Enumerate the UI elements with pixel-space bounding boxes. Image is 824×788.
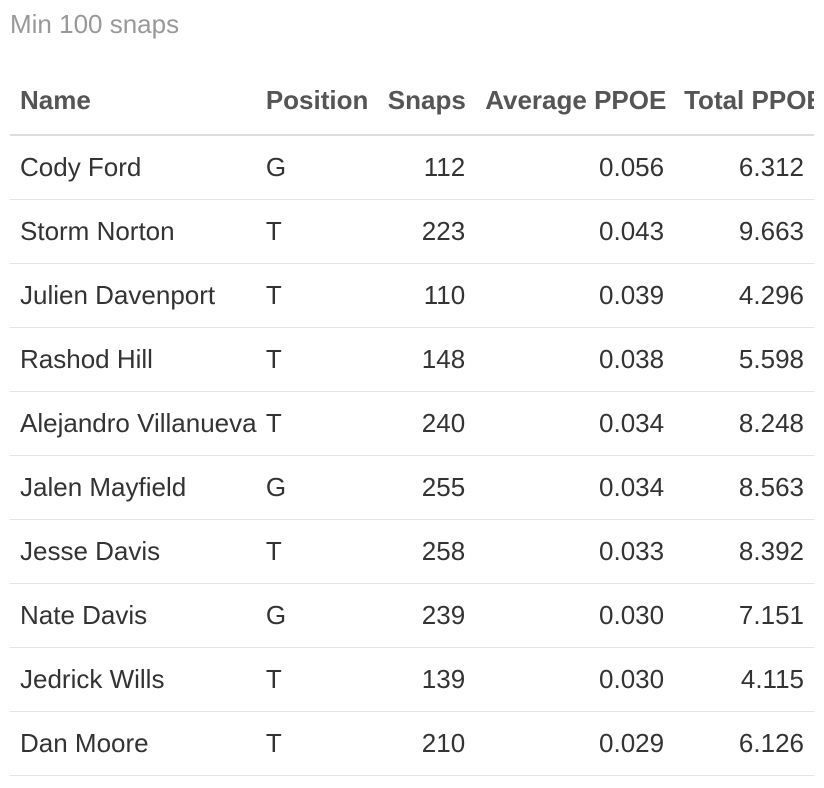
- cell-snaps: 223: [377, 199, 476, 264]
- cell-total-ppoe: 8.248: [674, 391, 814, 456]
- table-row: Jalen Mayfield G 255 0.034 8.563: [10, 455, 814, 520]
- cell-snaps: 210: [377, 711, 476, 776]
- cell-average-ppoe: 0.033: [475, 519, 675, 584]
- cell-position: T: [263, 711, 378, 776]
- cell-average-ppoe: 0.043: [475, 199, 675, 264]
- table-header: Name Position Snaps Average PPOE Total P…: [10, 66, 814, 136]
- cell-average-ppoe: 0.029: [475, 711, 675, 776]
- cell-total-ppoe: 6.126: [674, 711, 814, 776]
- cell-average-ppoe: 0.056: [475, 135, 675, 200]
- table-row: Jedrick Wills T 139 0.030 4.115: [10, 647, 814, 712]
- cell-snaps: 139: [377, 647, 476, 712]
- cell-average-ppoe: 0.039: [475, 263, 675, 328]
- table-row: Cody Ford G 112 0.056 6.312: [10, 135, 814, 200]
- cell-name: Alejandro Villanueva: [10, 391, 264, 456]
- cell-snaps: 255: [377, 455, 476, 520]
- cell-average-ppoe: 0.034: [475, 391, 675, 456]
- cell-snaps: 110: [377, 263, 476, 328]
- cell-name: Cody Ford: [10, 135, 264, 200]
- cell-snaps: 148: [377, 327, 476, 392]
- table-subtitle: Min 100 snaps: [10, 9, 180, 39]
- cell-position: T: [263, 199, 378, 264]
- cell-total-ppoe: 4.115: [674, 647, 814, 712]
- column-header-average-ppoe: Average PPOE: [475, 66, 675, 136]
- cell-position: T: [263, 391, 378, 456]
- table-row: Julien Davenport T 110 0.039 4.296: [10, 263, 814, 328]
- cell-position: T: [263, 327, 378, 392]
- cell-name: Julien Davenport: [10, 263, 264, 328]
- cell-total-ppoe: 5.598: [674, 327, 814, 392]
- cell-snaps: 112: [377, 135, 476, 200]
- column-header-name: Name: [10, 66, 264, 136]
- cell-position: G: [263, 583, 378, 648]
- column-header-total-ppoe: Total PPOE: [674, 66, 814, 136]
- cell-total-ppoe: 9.663: [674, 199, 814, 264]
- cell-position: G: [263, 135, 378, 200]
- cell-total-ppoe: 8.563: [674, 455, 814, 520]
- cell-total-ppoe: 7.151: [674, 583, 814, 648]
- table-row: Storm Norton T 223 0.043 9.663: [10, 199, 814, 264]
- cell-total-ppoe: 6.312: [674, 135, 814, 200]
- cell-name: Storm Norton: [10, 199, 264, 264]
- table-row: Alejandro Villanueva T 240 0.034 8.248: [10, 391, 814, 456]
- cell-snaps: 239: [377, 583, 476, 648]
- table-row: Nate Davis G 239 0.030 7.151: [10, 583, 814, 648]
- cell-position: T: [263, 647, 378, 712]
- cell-name: Jedrick Wills: [10, 647, 264, 712]
- table-row: Rashod Hill T 148 0.038 5.598: [10, 327, 814, 392]
- column-header-position: Position: [263, 66, 378, 136]
- cell-position: G: [263, 455, 378, 520]
- cell-snaps: 258: [377, 519, 476, 584]
- cell-total-ppoe: 4.296: [674, 263, 814, 328]
- cell-average-ppoe: 0.030: [475, 647, 675, 712]
- table-body: Cody Ford G 112 0.056 6.312 Storm Norton T 223 0…: [10, 135, 814, 776]
- cell-position: T: [263, 263, 378, 328]
- cell-total-ppoe: 8.392: [674, 519, 814, 584]
- table-row: Jesse Davis T 258 0.033 8.392: [10, 519, 814, 584]
- cell-name: Rashod Hill: [10, 327, 264, 392]
- cell-average-ppoe: 0.030: [475, 583, 675, 648]
- cell-name: Jesse Davis: [10, 519, 264, 584]
- cell-name: Dan Moore: [10, 711, 264, 776]
- cell-average-ppoe: 0.038: [475, 327, 675, 392]
- cell-name: Nate Davis: [10, 583, 264, 648]
- ppoe-table: Name Position Snaps Average PPOE Total P…: [10, 66, 814, 776]
- header-row: Name Position Snaps Average PPOE Total P…: [10, 66, 814, 136]
- column-header-snaps: Snaps: [377, 66, 476, 136]
- cell-average-ppoe: 0.034: [475, 455, 675, 520]
- cell-snaps: 240: [377, 391, 476, 456]
- cell-position: T: [263, 519, 378, 584]
- cell-name: Jalen Mayfield: [10, 455, 264, 520]
- table-row: Dan Moore T 210 0.029 6.126: [10, 711, 814, 776]
